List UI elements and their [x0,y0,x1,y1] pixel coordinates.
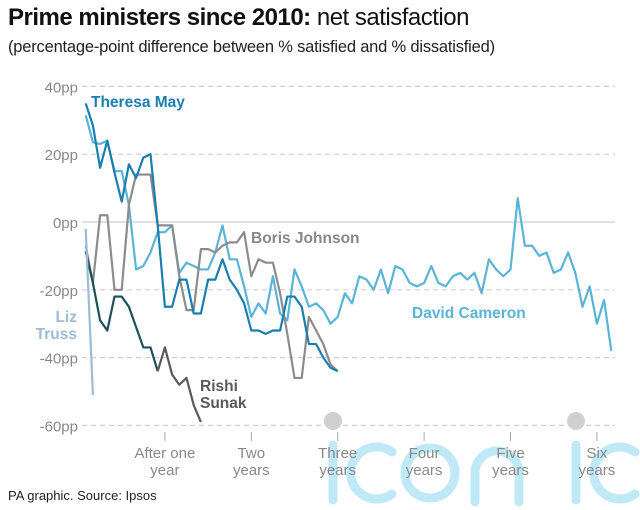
series-label-theresa-may: Theresa May [91,94,185,111]
watermark-stroke [470,446,524,507]
y-tick-label: 20pp [45,147,78,164]
series-line-theresa-may [84,103,339,373]
chart-subtitle: (percentage-point difference between % s… [8,38,495,56]
series-line-boris-johnson [84,173,339,380]
x-tick-label: years [406,462,443,479]
y-tick-label: -20pp [40,283,78,300]
series-label-liz-truss: Liz [55,309,77,326]
x-tick-label: Three [318,445,357,462]
series-label-liz-truss: Truss [36,326,77,343]
series-label-david-cameron: David Cameron [412,305,526,322]
y-tick-label: 40pp [45,79,78,96]
x-tick-label: years [579,462,616,479]
title-regular: net satisfaction [310,4,470,31]
watermark-stroke [346,442,397,504]
x-tick-label: years [492,462,529,479]
source-note: PA graphic. Source: Ipsos [8,488,157,503]
chart-title: Prime ministers since 2010: net satisfac… [8,4,469,32]
series-label-rishi-sunak: Rishi [200,378,238,395]
watermark-stroke [589,442,640,504]
series-line-liz-truss [84,228,94,395]
x-tick-label: year [150,462,179,479]
x-tick-label: years [319,462,356,479]
series-label-boris-johnson: Boris Johnson [251,230,360,247]
x-tick-label: After one [134,445,195,462]
watermark-dot [567,412,585,430]
y-tick-label: -60pp [40,418,78,435]
watermark-stroke [400,443,460,503]
x-tick-label: Two [238,445,266,462]
x-tick-label: Five [496,445,524,462]
y-tick-label: -40pp [40,351,78,368]
x-tick-label: Six [586,445,607,462]
watermark-dot [324,412,342,430]
title-bold: Prime ministers since 2010: [8,4,311,31]
series-line-rishi-sunak [84,250,159,372]
y-tick-label: 0pp [53,215,78,232]
series-label-rishi-sunak: Sunak [200,395,247,412]
x-tick-label: years [233,462,270,479]
series-line-rishi-sunak-later [156,346,202,423]
x-tick-label: Four [409,445,440,462]
